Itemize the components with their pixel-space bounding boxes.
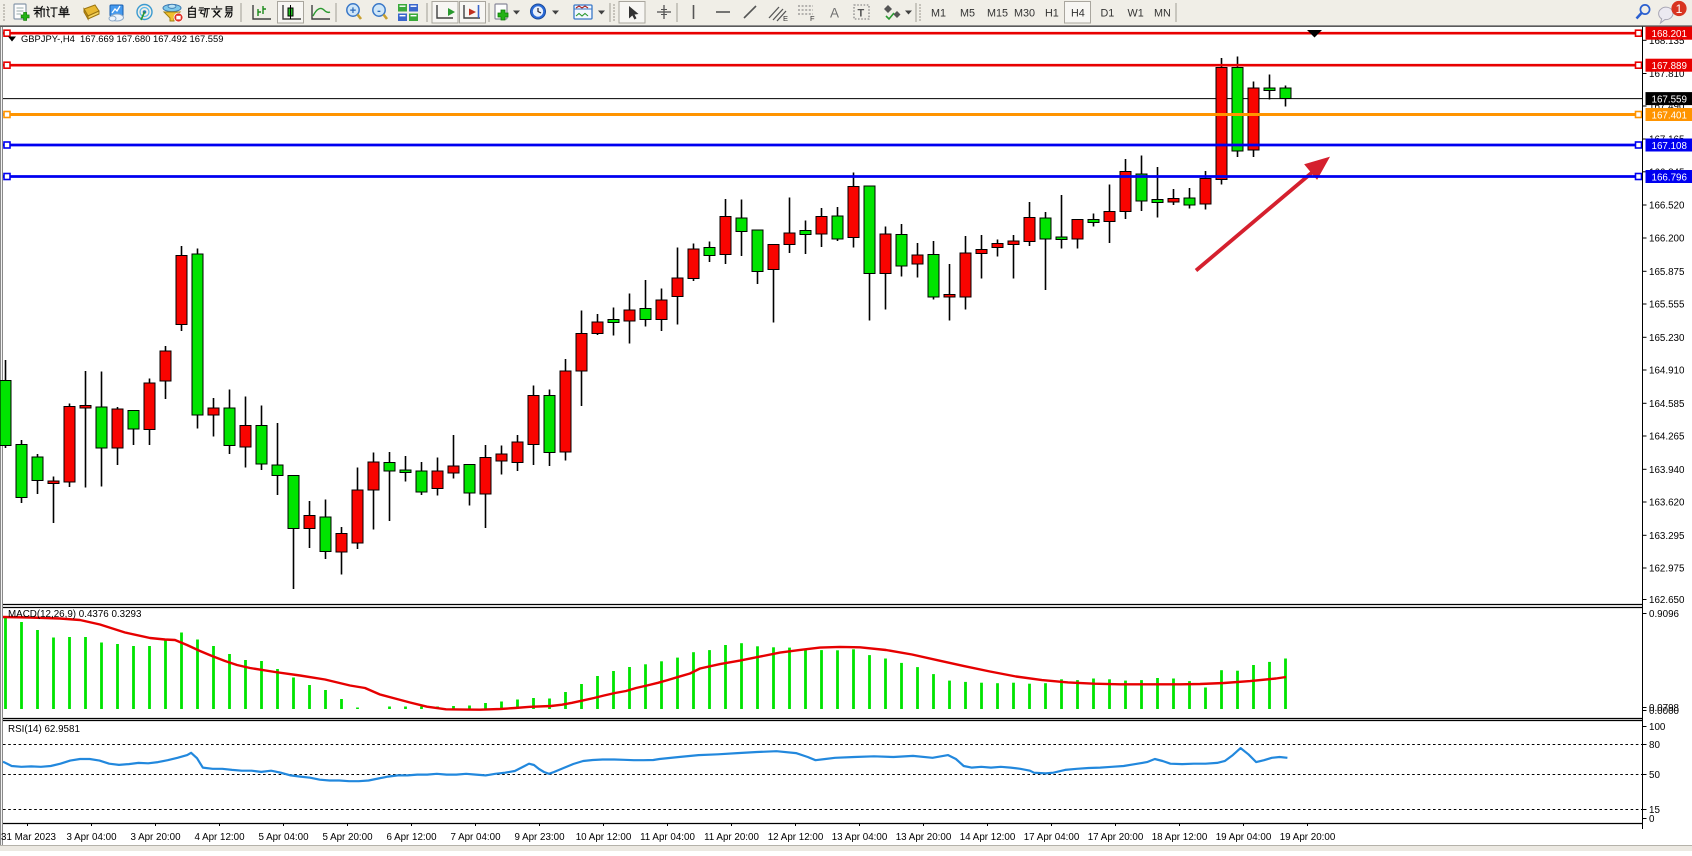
- svg-text:50: 50: [1649, 770, 1660, 781]
- svg-text:10 Apr 12:00: 10 Apr 12:00: [576, 832, 632, 843]
- svg-text:F: F: [810, 14, 815, 23]
- svg-text:19 Apr 04:00: 19 Apr 04:00: [1216, 832, 1272, 843]
- svg-text:0.9096: 0.9096: [1649, 609, 1680, 620]
- svg-text:80: 80: [1649, 740, 1660, 751]
- svg-text:164.585: 164.585: [1649, 399, 1685, 410]
- svg-text:14 Apr 12:00: 14 Apr 12:00: [960, 832, 1016, 843]
- svg-text:13 Apr 04:00: 13 Apr 04:00: [832, 832, 888, 843]
- svg-text:12 Apr 12:00: 12 Apr 12:00: [768, 832, 824, 843]
- svg-text:RSI(14) 62.9581: RSI(14) 62.9581: [8, 724, 80, 735]
- svg-text:3 Apr 20:00: 3 Apr 20:00: [130, 832, 181, 843]
- svg-text:-: -: [377, 5, 381, 17]
- svg-text:163.940: 163.940: [1649, 465, 1685, 476]
- svg-text:9 Apr 23:00: 9 Apr 23:00: [514, 832, 565, 843]
- svg-text:0: 0: [1649, 814, 1655, 825]
- svg-text:166.796: 166.796: [1652, 172, 1688, 183]
- svg-text:D1: D1: [1101, 8, 1115, 20]
- svg-text:163.620: 163.620: [1649, 498, 1685, 509]
- svg-text:11 Apr 04:00: 11 Apr 04:00: [640, 832, 695, 843]
- svg-text:167.108: 167.108: [1652, 141, 1688, 152]
- svg-text:5 Apr 04:00: 5 Apr 04:00: [258, 832, 309, 843]
- svg-text:M15: M15: [987, 8, 1008, 20]
- svg-text:+: +: [350, 5, 356, 17]
- svg-text:4 Apr 12:00: 4 Apr 12:00: [194, 832, 245, 843]
- svg-text:17 Apr 20:00: 17 Apr 20:00: [1088, 832, 1144, 843]
- svg-text:MACD(12,26,9) 0.4376 0.3293: MACD(12,26,9) 0.4376 0.3293: [8, 609, 142, 620]
- svg-text:1: 1: [1676, 2, 1683, 16]
- svg-text:E: E: [783, 14, 788, 23]
- svg-text:100: 100: [1649, 722, 1666, 733]
- svg-text:H4: H4: [1071, 8, 1085, 20]
- svg-text:164.910: 164.910: [1649, 366, 1685, 377]
- svg-text:162.650: 162.650: [1649, 595, 1685, 606]
- svg-text:167.401: 167.401: [1652, 110, 1687, 121]
- svg-text:165.555: 165.555: [1649, 300, 1685, 311]
- svg-text:5 Apr 20:00: 5 Apr 20:00: [322, 832, 373, 843]
- svg-text:166.520: 166.520: [1649, 201, 1685, 212]
- svg-text:164.265: 164.265: [1649, 432, 1685, 443]
- svg-text:19 Apr 20:00: 19 Apr 20:00: [1280, 832, 1336, 843]
- svg-text:17 Apr 04:00: 17 Apr 04:00: [1024, 832, 1080, 843]
- svg-text:165.875: 165.875: [1649, 267, 1685, 278]
- svg-text:168.201: 168.201: [1652, 29, 1687, 40]
- svg-text:0.0000: 0.0000: [1649, 706, 1680, 717]
- svg-text:M5: M5: [960, 8, 975, 20]
- svg-text:11 Apr 20:00: 11 Apr 20:00: [704, 832, 759, 843]
- svg-text:7 Apr 04:00: 7 Apr 04:00: [450, 832, 501, 843]
- svg-text:31 Mar 2023: 31 Mar 2023: [1, 832, 57, 843]
- svg-text:A: A: [830, 6, 839, 21]
- svg-text:163.295: 163.295: [1649, 531, 1685, 542]
- svg-text:GBPJPY-,H4 167.669 167.680 16: GBPJPY-,H4 167.669 167.680 167.492 167.5…: [21, 33, 223, 44]
- svg-text:162.975: 162.975: [1649, 564, 1685, 575]
- svg-text:T: T: [858, 8, 865, 20]
- svg-text:M30: M30: [1014, 8, 1035, 20]
- svg-text:W1: W1: [1128, 8, 1144, 20]
- svg-text:166.200: 166.200: [1649, 234, 1685, 245]
- svg-text:167.559: 167.559: [1652, 94, 1687, 105]
- svg-text:3 Apr 04:00: 3 Apr 04:00: [66, 832, 117, 843]
- svg-text:H1: H1: [1045, 8, 1059, 20]
- svg-text:165.230: 165.230: [1649, 333, 1685, 344]
- svg-text:M1: M1: [931, 8, 946, 20]
- svg-text:18 Apr 12:00: 18 Apr 12:00: [1152, 832, 1208, 843]
- svg-text:167.889: 167.889: [1652, 61, 1687, 72]
- svg-text:13 Apr 20:00: 13 Apr 20:00: [896, 832, 952, 843]
- svg-text:6 Apr 12:00: 6 Apr 12:00: [386, 832, 437, 843]
- svg-text:MN: MN: [1154, 8, 1171, 20]
